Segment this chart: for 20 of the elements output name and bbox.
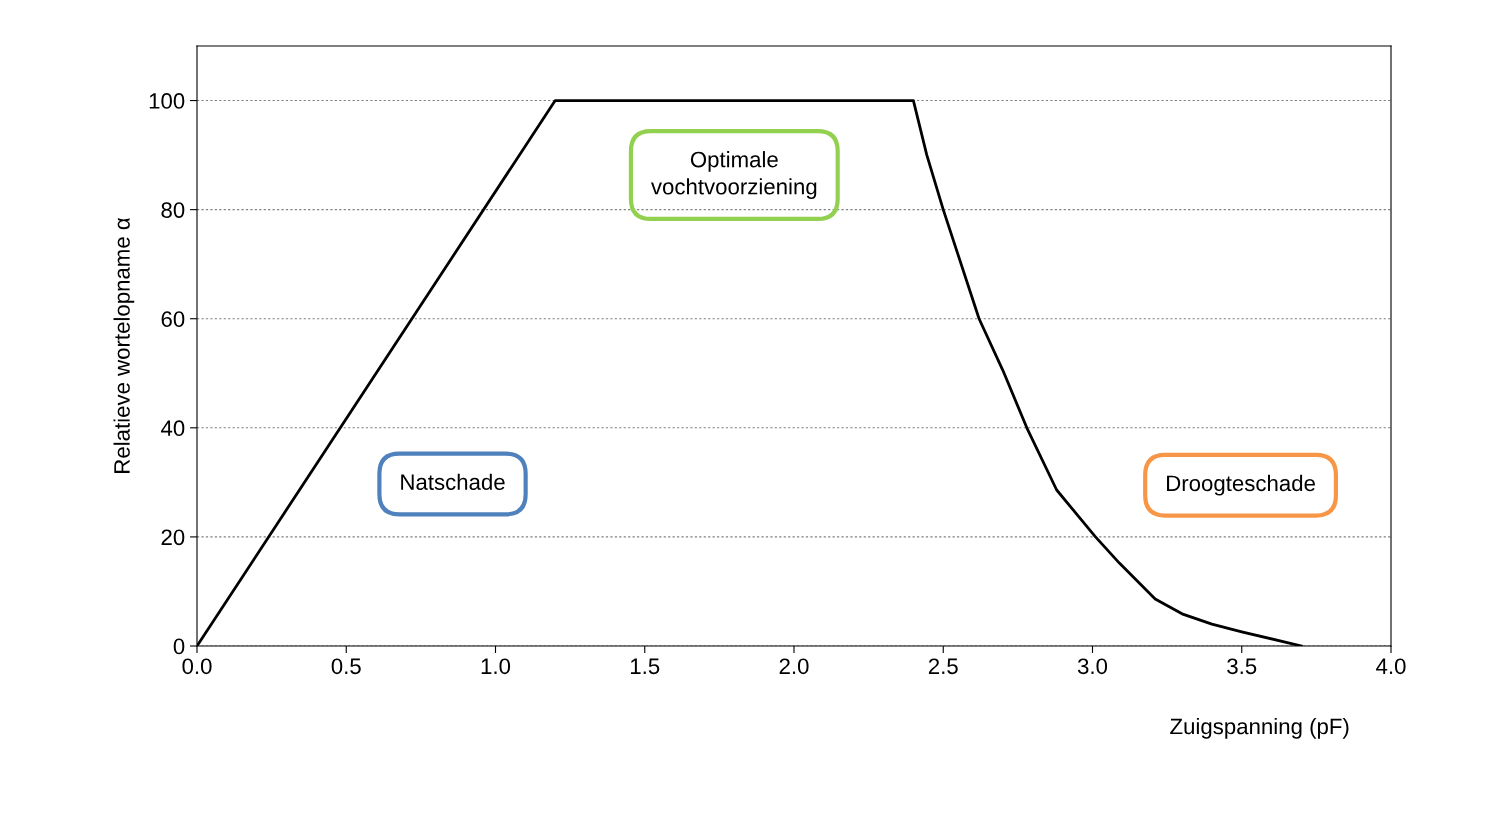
annotation: Optimale vochtvoorziening: [651, 151, 817, 199]
y-tick-label: 80: [161, 202, 185, 218]
x-tick-label: 0.5: [331, 658, 361, 675]
y-tick-label: 0: [173, 638, 185, 655]
y-axis-title: Relatieve wortelopname α: [113, 217, 135, 473]
x-tick-label: 1.0: [481, 658, 511, 675]
x-tick-label: 3.0: [1077, 658, 1108, 675]
annotation: Natschade: [401, 473, 505, 490]
y-tick-label: 40: [160, 420, 185, 437]
x-tick-label: 2.0: [779, 658, 809, 675]
x-tick-label: 1.5: [631, 658, 660, 675]
annotation: Droogteschade: [1167, 474, 1315, 496]
y-tick-label: 60: [161, 311, 185, 327]
x-axis-title: Zuigspanning (pF): [1170, 718, 1349, 739]
x-tick-label: 0.0: [182, 658, 212, 675]
x-tick-label: 4.0: [1376, 658, 1406, 675]
x-tick-label: 3.5: [1227, 658, 1257, 675]
x-tick-label: 2.5: [928, 658, 958, 675]
y-tick-label: 100: [149, 93, 185, 109]
y-tick-label: 20: [161, 529, 185, 546]
